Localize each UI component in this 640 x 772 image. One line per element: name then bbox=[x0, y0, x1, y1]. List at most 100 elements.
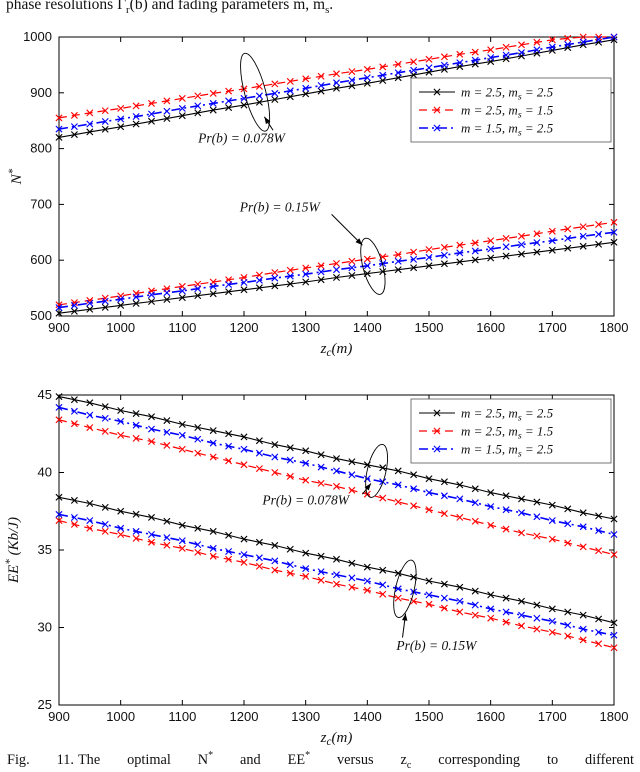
legend-sample-marker bbox=[433, 124, 441, 132]
annotation-label: Pr(b) = 0.078W bbox=[197, 131, 286, 146]
figure-caption: Fig. 11. The optimal N* and EE* versus zc… bbox=[7, 750, 634, 771]
x-tick-label: 1400 bbox=[353, 709, 382, 724]
y-tick-label: 40 bbox=[38, 465, 52, 480]
x-tick-label: 1100 bbox=[168, 320, 196, 335]
caption-text: The optimal N* and EE* versus zc corresp… bbox=[77, 750, 634, 771]
annotation: Pr(b) = 0.078W bbox=[261, 443, 388, 507]
series-5 bbox=[55, 228, 618, 312]
annotation: Pr(b) = 0.15W bbox=[239, 200, 386, 295]
series-3 bbox=[55, 238, 618, 317]
x-tick-label: 1000 bbox=[106, 709, 135, 724]
x-tick-label: 1600 bbox=[476, 320, 505, 335]
series-markers bbox=[55, 228, 618, 312]
series-markers bbox=[55, 33, 618, 122]
annotation-arrowhead bbox=[355, 238, 363, 246]
y-tick-label: 45 bbox=[38, 387, 52, 402]
annotation-label: Pr(b) = 0.078W bbox=[261, 492, 350, 507]
series-markers bbox=[55, 403, 618, 538]
x-tick-label: 1500 bbox=[415, 709, 444, 724]
legend-label: m = 2.5, ms = 1.5 bbox=[461, 424, 554, 442]
series-markers bbox=[55, 510, 618, 639]
legend-sample-marker bbox=[433, 88, 441, 96]
series-0 bbox=[55, 393, 618, 523]
legend-label: m = 2.5, ms = 2.5 bbox=[461, 85, 554, 103]
series-2 bbox=[55, 33, 618, 133]
y-tick-label: 900 bbox=[30, 85, 52, 100]
series-1 bbox=[55, 416, 618, 559]
annotation-arrowhead bbox=[264, 116, 271, 125]
series-5 bbox=[55, 510, 618, 639]
annotation-arrowhead bbox=[364, 483, 371, 491]
x-tick-label: 1200 bbox=[230, 709, 259, 724]
chart2-svg: 900 1000 1100 1200 1300 1400 1500 1600 1700 18002… bbox=[4, 387, 628, 748]
x-tick-label: 1200 bbox=[230, 320, 259, 335]
series-1 bbox=[55, 33, 618, 122]
legend-sample-marker bbox=[433, 427, 441, 435]
legend-box bbox=[410, 398, 612, 464]
annotation-arrowhead bbox=[402, 613, 408, 621]
series-markers bbox=[55, 238, 618, 317]
legend: m = 2.5, ms = 2.5m = 2.5, ms = 1.5m = 1.… bbox=[410, 77, 612, 143]
y-tick-label: 500 bbox=[30, 308, 52, 323]
x-tick-label: 1600 bbox=[476, 709, 505, 724]
series-markers bbox=[55, 416, 618, 559]
series-markers bbox=[55, 218, 618, 309]
series-4 bbox=[55, 517, 618, 652]
x-tick-label: 1500 bbox=[415, 320, 444, 335]
chart1-svg: 900 1000 1100 1200 1300 1400 1500 1600 1700 1800 5… bbox=[7, 29, 628, 359]
x-tick-label: 1100 bbox=[168, 709, 196, 724]
y-tick-label: 25 bbox=[38, 697, 52, 712]
y-axis-label: EE* (Kb/J) bbox=[4, 517, 22, 584]
x-tick-label: 900 bbox=[48, 709, 70, 724]
series-markers bbox=[55, 493, 618, 627]
annotation-ellipse bbox=[393, 559, 417, 618]
legend-sample-marker bbox=[433, 106, 441, 114]
y-tick-label: 800 bbox=[30, 141, 52, 156]
caption-figure-number: Fig. 11. bbox=[7, 751, 74, 768]
x-tick-label: 1700 bbox=[538, 709, 567, 724]
y-tick-label: 700 bbox=[30, 196, 52, 211]
x-tick-label: 1800 bbox=[600, 320, 629, 335]
x-axis: 900 1000 1100 1200 1300 1400 1500 1600 1700 1800 bbox=[48, 395, 628, 724]
x-tick-label: 1300 bbox=[291, 320, 320, 335]
annotation-ellipse bbox=[365, 443, 388, 498]
x-tick-label: 1700 bbox=[538, 320, 567, 335]
y-tick-label: 1000 bbox=[23, 29, 52, 44]
x-tick-label: 900 bbox=[48, 320, 70, 335]
series-2 bbox=[55, 403, 618, 538]
legend-label: m = 2.5, ms = 1.5 bbox=[461, 103, 554, 121]
series-markers bbox=[55, 393, 618, 523]
chart-n-star: 900 1000 1100 1200 1300 1400 1500 1600 1700 1800 5… bbox=[0, 22, 640, 368]
annotation: Pr(b) = 0.078W bbox=[197, 52, 287, 146]
x-tick-label: 1300 bbox=[291, 709, 320, 724]
legend-label: m = 1.5, ms = 2.5 bbox=[461, 442, 554, 460]
y-tick-label: 35 bbox=[38, 542, 52, 557]
legend: m = 2.5, ms = 2.5m = 2.5, ms = 1.5m = 1.… bbox=[410, 398, 612, 464]
x-tick-label: 1000 bbox=[106, 320, 135, 335]
annotation-label: Pr(b) = 0.15W bbox=[395, 638, 478, 653]
x-axis-label: zc(m) bbox=[320, 341, 353, 359]
annotation-arrow bbox=[331, 214, 363, 246]
x-tick-label: 1800 bbox=[600, 709, 629, 724]
annotation-ellipse bbox=[360, 237, 386, 295]
y-tick-label: 30 bbox=[38, 620, 52, 635]
annotation-label: Pr(b) = 0.15W bbox=[239, 200, 322, 215]
legend-label: m = 2.5, ms = 2.5 bbox=[461, 406, 554, 424]
y-axis: 25 30 35 40 45 bbox=[38, 387, 614, 712]
x-axis-label: zc(m) bbox=[320, 730, 353, 748]
plot-box bbox=[58, 36, 615, 317]
annotation: Pr(b) = 0.15W bbox=[393, 559, 478, 653]
annotation-ellipse bbox=[240, 52, 271, 132]
paragraph-text-fragment: phase resolutions Γr(b) and fading param… bbox=[6, 0, 334, 17]
legend-sample-marker bbox=[433, 445, 441, 453]
legend-label: m = 1.5, ms = 2.5 bbox=[461, 121, 554, 139]
series-markers bbox=[55, 517, 618, 652]
series-4 bbox=[55, 218, 618, 309]
y-axis-label: N* bbox=[7, 168, 25, 185]
x-tick-label: 1400 bbox=[353, 320, 382, 335]
legend-sample-marker bbox=[433, 409, 441, 417]
x-axis: 900 1000 1100 1200 1300 1400 1500 1600 1700 1800 bbox=[48, 37, 628, 335]
series-3 bbox=[55, 493, 618, 627]
chart-ee-star: 900 1000 1100 1200 1300 1400 1500 1600 1700 1800 2… bbox=[0, 385, 640, 753]
y-tick-label: 600 bbox=[30, 252, 52, 267]
